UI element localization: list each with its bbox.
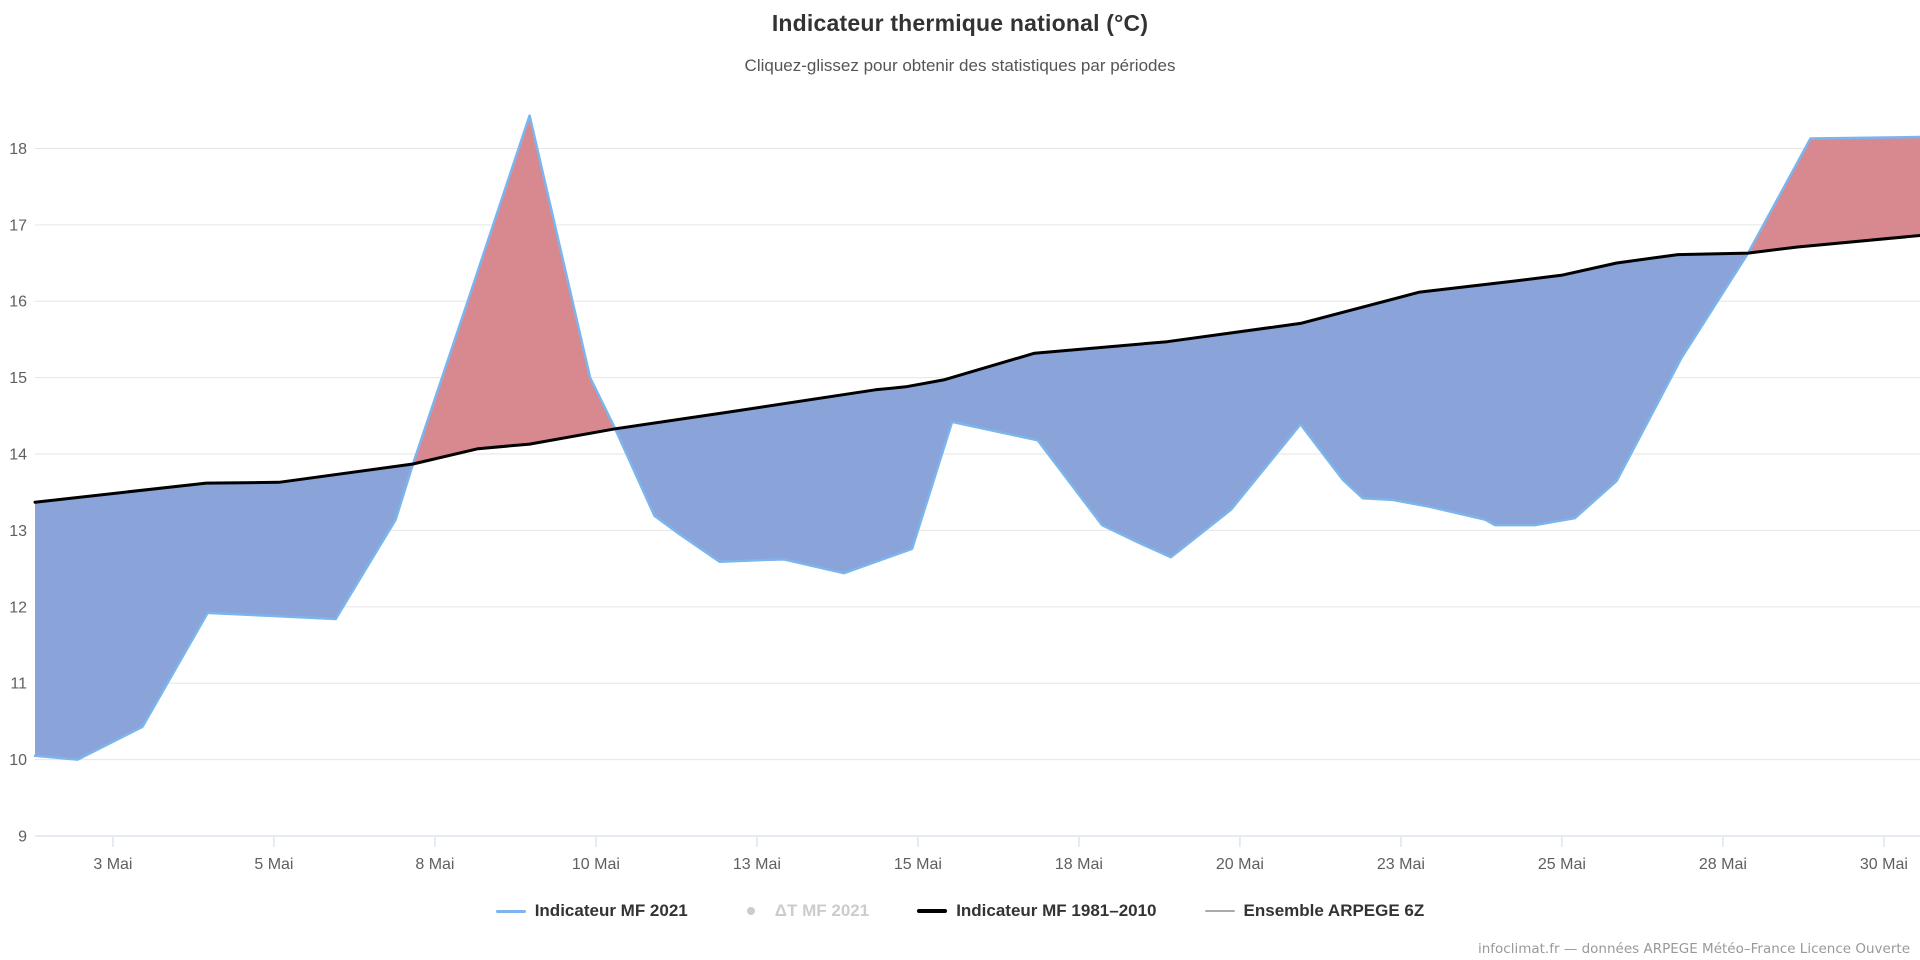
y-axis-label: 14 (9, 447, 27, 464)
x-axis-label: 13 Mai (733, 856, 781, 873)
x-axis-label: 3 Mai (93, 856, 132, 873)
area-fill-above-normal (413, 115, 616, 464)
x-axis-label: 8 Mai (415, 856, 454, 873)
legend-label: ΔT MF 2021 (774, 901, 870, 920)
x-axis-label: 10 Mai (572, 856, 620, 873)
area-fill-below-normal (35, 464, 413, 760)
x-axis-label: 30 Mai (1860, 856, 1908, 873)
x-axis-label: 5 Mai (254, 856, 293, 873)
legend-item-t-mf-2021[interactable]: ΔT MF 2021 (736, 901, 869, 921)
legend: Indicateur MF 2021 ΔT MF 2021 Indicateur M… (0, 901, 1920, 921)
x-axis-label: 20 Mai (1216, 856, 1264, 873)
x-axis-label: 28 Mai (1699, 856, 1747, 873)
legend-line-marker (495, 909, 526, 913)
y-axis-label: 10 (9, 752, 27, 769)
legend-line-marker (1204, 910, 1235, 912)
y-axis-label: 18 (9, 141, 27, 158)
credits-link[interactable]: infoclimat.fr — données ARPEGE Météo–Fra… (1477, 941, 1910, 957)
x-axis-label: 23 Mai (1377, 856, 1425, 873)
y-axis-label: 13 (9, 523, 27, 540)
y-axis-label: 16 (9, 294, 27, 311)
legend-label: Indicateur MF 2021 (534, 901, 688, 920)
x-axis-label: 18 Mai (1055, 856, 1103, 873)
y-axis-label: 12 (9, 599, 27, 616)
series-indicateur-mf-2021-line (33, 114, 1920, 761)
chart-title: Indicateur thermique national (°C) (771, 10, 1149, 36)
y-axis-label: 17 (9, 217, 27, 234)
y-axis-label: 11 (10, 676, 27, 693)
y-axis-label: 9 (18, 829, 27, 846)
area-fill-below-normal (615, 253, 1749, 574)
legend-item-indicateur-mf-1981-2010[interactable]: Indicateur MF 1981–2010 (917, 901, 1157, 921)
legend-item-indicateur-mf-2021[interactable]: Indicateur MF 2021 (495, 901, 688, 921)
legend-line-marker (917, 909, 948, 913)
legend-label: Ensemble ARPEGE 6Z (1243, 901, 1425, 920)
legend-label: Indicateur MF 1981–2010 (956, 901, 1157, 920)
series-indicateur-mf-1981-2010-line (33, 234, 1920, 504)
x-axis-label: 25 Mai (1538, 856, 1586, 873)
legend-item-ensemble-arpege-6z[interactable]: Ensemble ARPEGE 6Z (1204, 901, 1425, 921)
legend-dot-marker (746, 907, 755, 915)
chart-subtitle: Cliquez-glissez pour obtenir des statist… (744, 56, 1176, 75)
area-fill-above-normal (1748, 137, 1920, 254)
x-axis-label: 15 Mai (894, 856, 942, 873)
y-axis-label: 15 (9, 370, 27, 387)
